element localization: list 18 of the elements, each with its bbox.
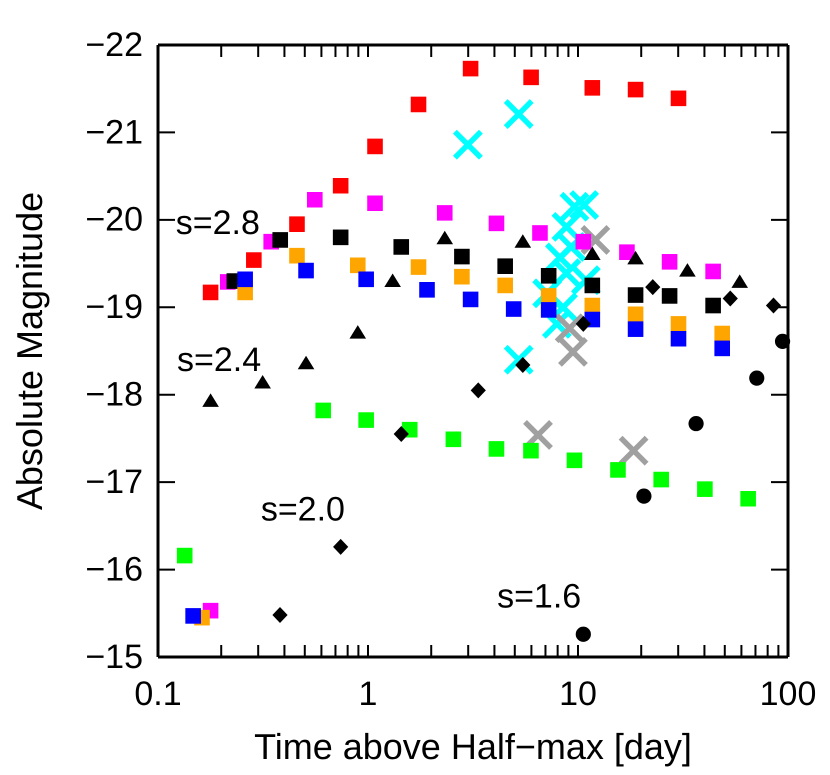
annotation: s=2.4	[177, 341, 262, 380]
annotation: s=2.8	[176, 204, 260, 242]
annotation: s=2.0	[260, 490, 345, 529]
y-tick-label: −22	[85, 26, 143, 64]
annotation: s=1.6	[497, 577, 582, 616]
y-tick-label: −21	[85, 113, 143, 152]
x-tick-label: 0.1	[134, 675, 182, 714]
y-tick-label: −18	[85, 376, 143, 414]
x-axis-title: Time above Half−max [day]	[254, 726, 692, 767]
x-tick-label: 1	[358, 675, 378, 714]
y-tick-label: −20	[85, 200, 143, 239]
y-tick-label: −17	[85, 463, 143, 502]
x-tick-label: 10	[559, 675, 597, 714]
y-tick-label: −19	[85, 288, 143, 326]
y-axis-title: Absolute Magnitude	[9, 192, 50, 510]
y-tick-label: −15	[85, 638, 143, 676]
x-tick-label: 100	[760, 675, 816, 714]
y-tick-label: −16	[85, 550, 143, 588]
